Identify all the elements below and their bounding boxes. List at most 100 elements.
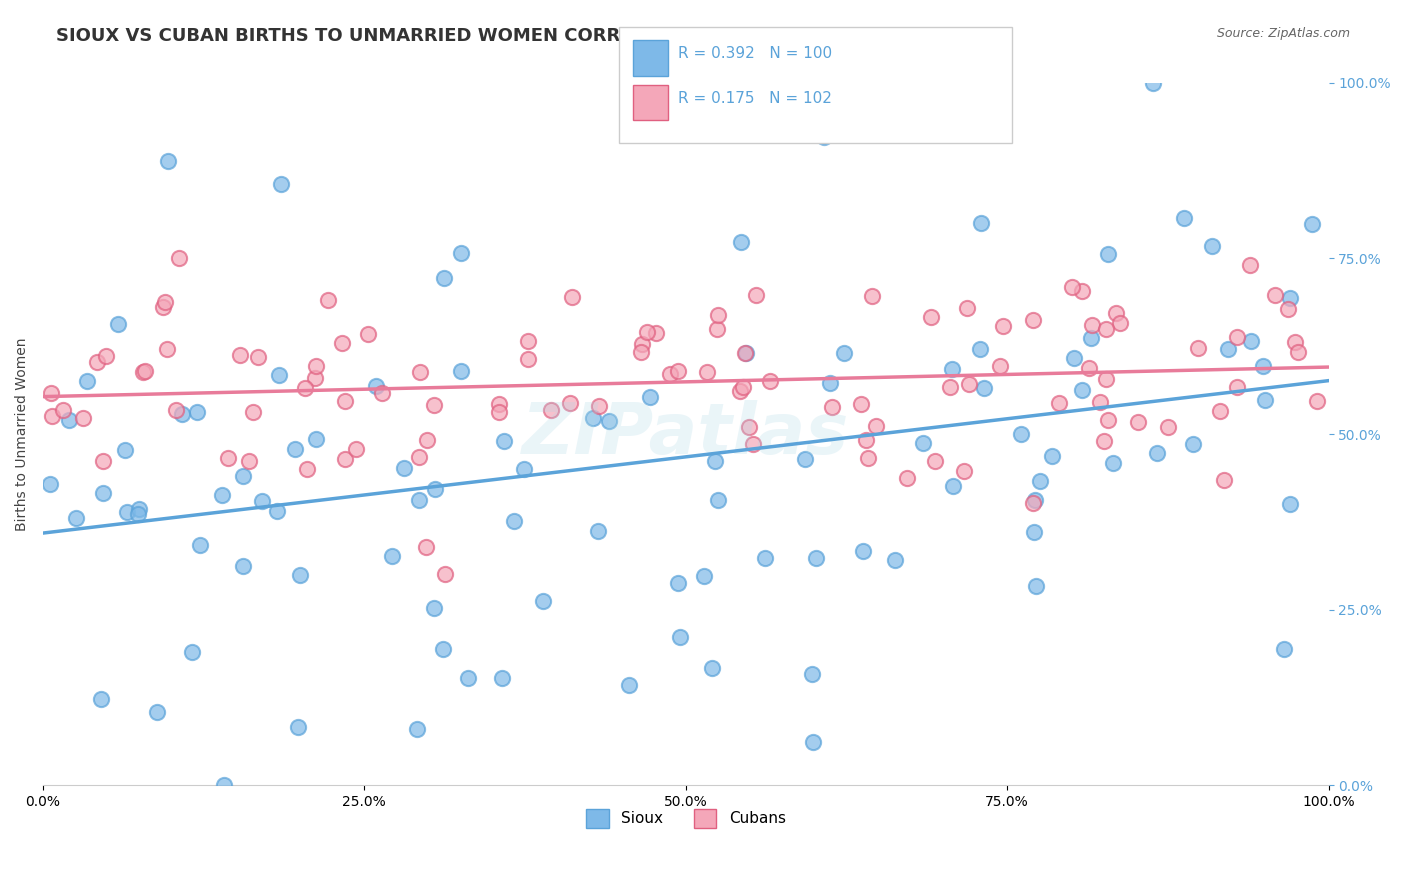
Point (728, 384, 751, 399)
Point (457, 671, 479, 685)
Point (217, 451, 239, 466)
Point (855, 434, 877, 448)
Point (145, 705, 167, 719)
Point (1286, 345, 1309, 359)
Point (72, 411, 94, 425)
Point (333, 394, 356, 409)
Point (1077, 361, 1099, 376)
Point (991, 319, 1014, 334)
Point (432, 641, 454, 656)
Point (598, 414, 620, 428)
Point (700, 661, 723, 675)
Point (1156, 419, 1178, 434)
Point (503, 514, 526, 528)
Point (969, 343, 991, 357)
Point (488, 397, 510, 411)
Point (896, 471, 918, 485)
Point (416, 433, 439, 447)
Point (127, 507, 149, 521)
Point (155, 294, 177, 309)
Point (949, 104, 972, 119)
Point (295, 462, 318, 476)
Point (76, 374, 98, 388)
Point (800, 666, 823, 681)
Point (1024, 492, 1046, 507)
Point (1146, 446, 1168, 460)
Point (1092, 434, 1115, 448)
Point (1305, 394, 1327, 409)
Point (730, 235, 752, 249)
Point (731, 380, 754, 394)
Point (86, 355, 108, 369)
Point (1097, 413, 1119, 427)
Point (156, 343, 179, 357)
Text: SIOUX VS CUBAN BIRTHS TO UNMARRIED WOMEN CORRELATION CHART: SIOUX VS CUBAN BIRTHS TO UNMARRIED WOMEN… (56, 27, 779, 45)
Point (294, 381, 316, 395)
Point (517, 351, 540, 366)
Point (1264, 287, 1286, 301)
Point (423, 600, 446, 615)
Point (1218, 343, 1240, 357)
Point (973, 381, 995, 395)
Point (956, 301, 979, 316)
Point (668, 631, 690, 645)
Point (94, 349, 117, 363)
Point (1081, 318, 1104, 332)
Point (90, 692, 112, 706)
Point (170, 407, 193, 421)
Point (381, 549, 404, 563)
Point (392, 461, 415, 475)
Point (450, 245, 472, 260)
Point (630, 344, 652, 359)
Point (1090, 395, 1112, 409)
Point (41, 409, 63, 423)
Point (408, 493, 430, 508)
Point (513, 462, 536, 476)
Text: R = 0.175   N = 102: R = 0.175 N = 102 (678, 91, 831, 105)
Point (165, 403, 187, 417)
Point (52, 403, 75, 417)
Point (1010, 427, 1032, 442)
Point (1254, 393, 1277, 408)
Point (423, 482, 446, 496)
Point (754, 551, 776, 566)
Point (1080, 331, 1102, 345)
Point (65, 510, 87, 524)
Point (706, 308, 728, 322)
Point (267, 368, 290, 382)
Text: Source: ZipAtlas.com: Source: ZipAtlas.com (1216, 27, 1350, 40)
Text: R = 0.392   N = 100: R = 0.392 N = 100 (678, 46, 832, 61)
Point (316, 293, 339, 308)
Point (734, 346, 756, 360)
Point (1212, 473, 1234, 487)
Point (666, 575, 689, 590)
Point (433, 567, 456, 582)
Point (1097, 247, 1119, 261)
Point (738, 419, 761, 434)
Point (856, 451, 879, 466)
Point (492, 434, 515, 448)
Point (1102, 456, 1125, 470)
Point (114, 443, 136, 458)
Point (371, 386, 394, 401)
Point (952, 464, 974, 478)
Point (744, 288, 766, 302)
Point (558, 396, 581, 410)
Point (1024, 525, 1046, 540)
Point (304, 371, 326, 385)
Point (1142, 76, 1164, 90)
Point (406, 722, 429, 736)
Point (167, 252, 190, 266)
Point (988, 359, 1011, 373)
Point (39, 477, 62, 491)
Point (1063, 351, 1085, 366)
Point (883, 552, 905, 566)
Point (638, 390, 661, 404)
Point (540, 403, 562, 417)
Point (1301, 217, 1323, 231)
Point (250, 494, 273, 508)
Point (115, 505, 138, 519)
Point (517, 334, 540, 348)
Point (212, 778, 235, 792)
Point (852, 544, 875, 558)
